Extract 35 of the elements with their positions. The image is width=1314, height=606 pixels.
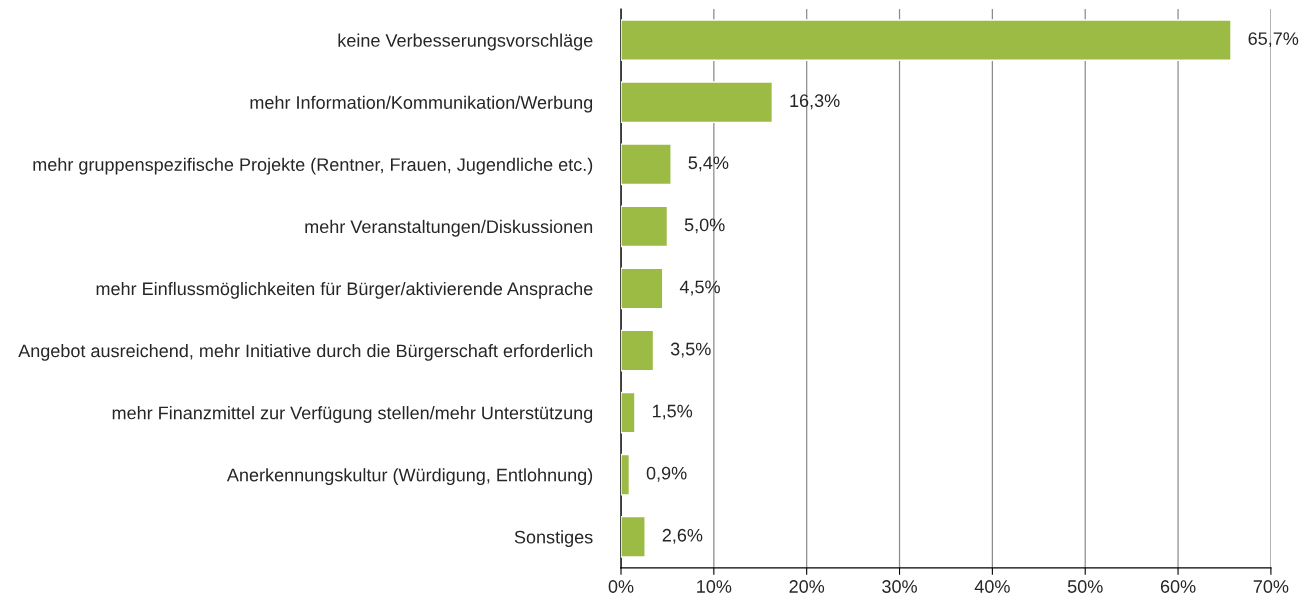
data-label: 16,3% bbox=[790, 94, 840, 110]
bar bbox=[621, 391, 636, 434]
y-tick-label: mehr gruppenspezifische Projekte (Rentner, Frauen, Jugendliche etc.) bbox=[33, 157, 593, 175]
bar bbox=[621, 143, 672, 186]
data-label: 3,5% bbox=[670, 342, 711, 358]
bar bbox=[621, 19, 1232, 62]
bar bbox=[621, 81, 774, 124]
y-tick-label: Sonstiges bbox=[514, 530, 593, 548]
data-label: 0,9% bbox=[646, 466, 687, 482]
bar bbox=[621, 205, 669, 248]
data-label: 65,7% bbox=[1248, 32, 1299, 48]
y-tick-label: keine Verbesserungsvorschläge bbox=[338, 33, 593, 51]
data-label: 2,6% bbox=[662, 528, 703, 544]
y-tick-label: Anerkennungskultur (Würdigung, Entlohnung) bbox=[226, 468, 593, 485]
x-tick-label: 50% bbox=[1067, 580, 1103, 593]
data-label: 1,5% bbox=[652, 404, 693, 420]
x-tick-label: 30% bbox=[882, 580, 917, 593]
x-tick-label: 70% bbox=[1253, 580, 1289, 593]
y-tick-label: mehr Einflussmöglichkeiten für Bürger/aktivierende Ansprache bbox=[96, 281, 593, 299]
x-tick-label: 20% bbox=[789, 580, 825, 593]
y-tick-label: mehr Veranstaltungen/Diskussionen bbox=[305, 219, 593, 237]
y-tick-label: Angebot ausreichend, mehr Initiative durch die Bürgerschaft erforderlich bbox=[18, 343, 593, 361]
data-label: 5,0% bbox=[684, 218, 725, 234]
y-tick-label: mehr Finanzmittel zur Verfügung stellen/mehr Unterstützung bbox=[112, 406, 593, 423]
x-tick-label: 0% bbox=[608, 580, 634, 593]
data-label: 5,4% bbox=[688, 156, 729, 172]
x-tick-label: 60% bbox=[1160, 580, 1196, 593]
bar bbox=[621, 515, 646, 558]
bar bbox=[621, 267, 664, 310]
bar bbox=[621, 453, 631, 496]
data-label: 4,5% bbox=[679, 280, 720, 296]
x-tick-label: 10% bbox=[697, 580, 732, 593]
x-tick-label: 40% bbox=[974, 580, 1010, 593]
bar bbox=[621, 329, 655, 372]
y-tick-label: mehr Information/Kommunikation/Werbung bbox=[250, 95, 593, 113]
